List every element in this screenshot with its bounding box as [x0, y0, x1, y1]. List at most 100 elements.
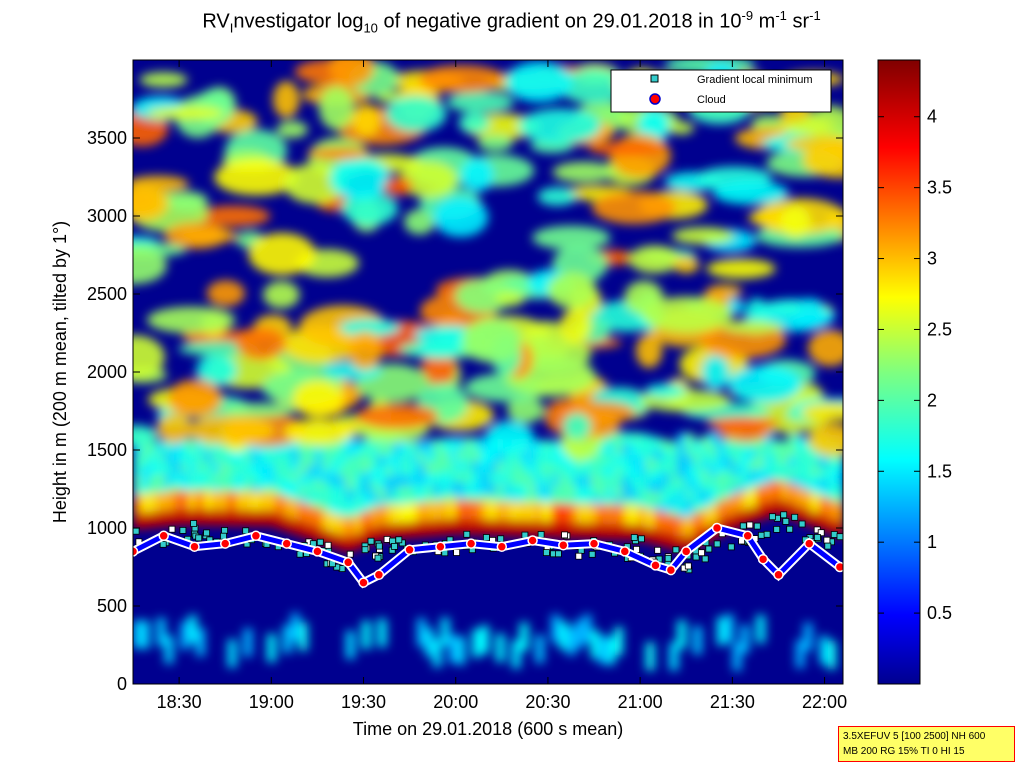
- gradient-minimum-marker: [220, 532, 227, 540]
- heatmap-cell: [630, 524, 639, 541]
- heatmap-cell: [543, 473, 553, 486]
- heatmap-cell: [795, 469, 805, 481]
- heatmap-cell: [795, 436, 805, 449]
- heatmap-cell: [614, 443, 624, 455]
- gradient-minimum-marker: [346, 550, 354, 558]
- gradient-minimum-marker: [773, 526, 781, 533]
- heatmap-cell: [330, 484, 340, 497]
- heatmap-cell: [338, 535, 347, 551]
- heatmap-cell: [669, 496, 679, 509]
- heatmap-cell: [519, 494, 529, 507]
- heatmap-blob: [133, 246, 167, 285]
- heatmap-cell: [693, 450, 702, 463]
- heatmap-cell: [708, 505, 718, 531]
- info-line-1: 3.5XEFUV 5 [100 2500] NH 600: [843, 731, 986, 742]
- heatmap-cell: [432, 439, 442, 451]
- heatmap-cell: [140, 486, 150, 499]
- cloud-marker: [650, 560, 661, 571]
- heatmap-cell: [708, 442, 718, 455]
- heatmap-cell: [417, 618, 426, 647]
- heatmap-cell: [582, 614, 592, 643]
- heatmap-cell: [685, 517, 695, 543]
- heatmap-blob: [284, 418, 354, 445]
- heatmap-cell: [756, 445, 766, 458]
- heatmap-cell: [196, 490, 205, 516]
- gradient-minimum-marker: [361, 546, 369, 554]
- heatmap-cell: [164, 510, 174, 526]
- heatmap-cell: [574, 474, 584, 487]
- heatmap-cell: [432, 482, 442, 495]
- heatmap-cell: [779, 500, 789, 516]
- heatmap-cell: [188, 509, 198, 526]
- heatmap-blob: [385, 95, 447, 133]
- heatmap-cell: [614, 475, 624, 488]
- heatmap-cell: [764, 475, 773, 488]
- heatmap-cell: [148, 485, 158, 498]
- heatmap-cell: [322, 511, 332, 537]
- heatmap-cell: [140, 475, 150, 488]
- heatmap-cell: [756, 456, 766, 469]
- heatmap-cell: [196, 472, 205, 485]
- heatmap-cell: [488, 519, 497, 536]
- heatmap-cell: [606, 523, 616, 540]
- heatmap-cell: [456, 437, 466, 450]
- heatmap-cell: [803, 472, 813, 484]
- heatmap-cell: [582, 463, 592, 476]
- heatmap-blob: [196, 205, 271, 227]
- heatmap-blob: [645, 383, 686, 398]
- heatmap-cell: [543, 503, 553, 528]
- heatmap-cell: [787, 455, 797, 467]
- heatmap-cell: [227, 510, 237, 526]
- heatmap-cell: [590, 475, 600, 487]
- heatmap-cell: [503, 493, 513, 506]
- heatmap-cell: [369, 435, 379, 447]
- heatmap-cell: [519, 483, 529, 496]
- heatmap-cell: [748, 480, 758, 493]
- heatmap-cell: [314, 508, 324, 534]
- gradient-minimum-marker: [798, 520, 806, 528]
- heatmap-cell: [440, 438, 450, 451]
- legend-marker-gradient-minimum: [650, 74, 659, 83]
- gradient-minimum-marker: [638, 535, 645, 543]
- y-axis-label: Height in m (200 m mean, tilted by 1°): [50, 221, 70, 523]
- heatmap-cell: [677, 487, 687, 500]
- heatmap-cell: [543, 451, 553, 464]
- heatmap-blob: [206, 280, 245, 307]
- legend-label-gradient-minimum: Gradient local minimum: [697, 74, 813, 86]
- heatmap-cell: [653, 510, 663, 536]
- x-tick-label: 19:00: [249, 692, 294, 712]
- heatmap-cell: [764, 442, 773, 455]
- heatmap-cell: [140, 464, 150, 477]
- heatmap-cell: [290, 437, 300, 450]
- heatmap-blob: [341, 192, 399, 226]
- heatmap-cell: [464, 448, 474, 461]
- heatmap-cell: [590, 630, 600, 659]
- heatmap-cell: [559, 473, 568, 486]
- heatmap-cell: [527, 521, 537, 537]
- heatmap-blob: [292, 380, 344, 418]
- heatmap-cell: [424, 472, 434, 485]
- heatmap-cell: [164, 451, 174, 463]
- heatmap-cell: [598, 497, 608, 509]
- heatmap-cell: [235, 491, 245, 517]
- heatmap-cell: [835, 473, 843, 485]
- heatmap-cell: [448, 634, 458, 663]
- heatmap-cell: [732, 442, 742, 455]
- heatmap-cell: [495, 633, 505, 662]
- heatmap-cell: [417, 462, 426, 475]
- heatmap-cell: [677, 509, 687, 522]
- heatmap-cell: [630, 443, 639, 456]
- heatmap-cell: [772, 472, 781, 485]
- heatmap-cell: [385, 505, 395, 531]
- heatmap-cell: [480, 493, 489, 505]
- heatmap-cell: [732, 642, 742, 671]
- heatmap-cell: [677, 620, 687, 649]
- heatmap-cell: [701, 479, 710, 492]
- heatmap-cell: [598, 523, 608, 540]
- heatmap-cell: [314, 489, 324, 502]
- heatmap-cell: [140, 453, 150, 466]
- heatmap-cell: [393, 496, 403, 509]
- heatmap-cell: [267, 484, 276, 497]
- heatmap-cell: [480, 460, 489, 473]
- heatmap-cell: [361, 492, 371, 505]
